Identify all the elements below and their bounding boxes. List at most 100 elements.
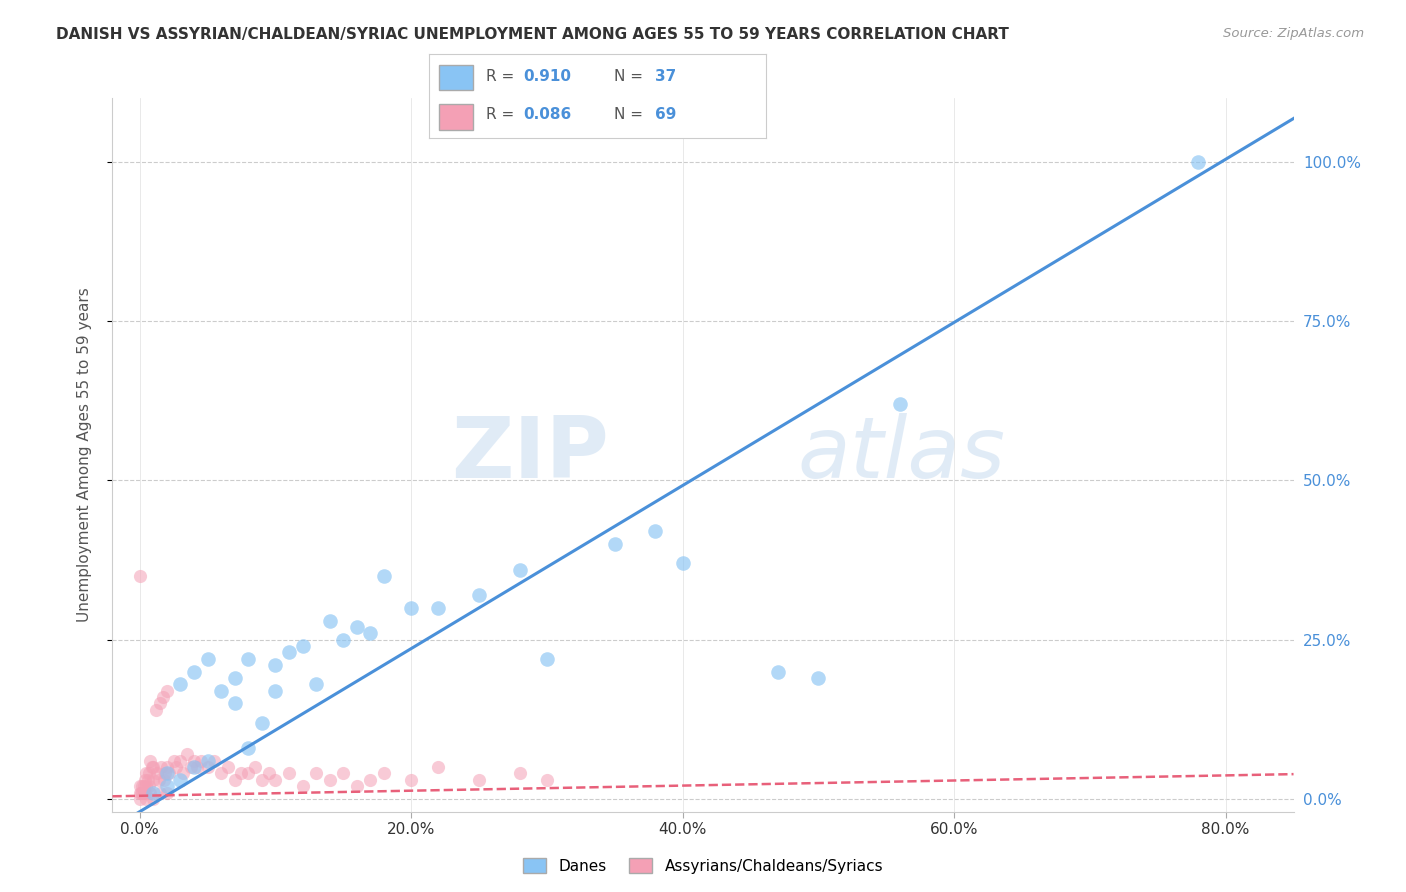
Point (399, 600, 422, 615)
Point (359, 626, 381, 640)
Text: N =: N = (614, 107, 648, 122)
Point (278, 766, 301, 780)
Point (169, 677, 191, 691)
Point (156, 766, 179, 780)
Point (264, 683, 287, 698)
Text: N =: N = (614, 69, 648, 84)
Text: 0.910: 0.910 (523, 69, 571, 84)
Point (183, 760, 205, 774)
Point (142, 772, 165, 787)
Point (135, 766, 157, 780)
Point (1187, 154, 1209, 169)
Text: DANISH VS ASSYRIAN/CHALDEAN/SYRIAC UNEMPLOYMENT AMONG AGES 55 TO 59 YEARS CORREL: DANISH VS ASSYRIAN/CHALDEAN/SYRIAC UNEMP… (56, 27, 1010, 42)
Text: ZIP: ZIP (451, 413, 609, 497)
Point (138, 779, 160, 793)
Point (128, 786, 150, 800)
Point (766, 665, 789, 679)
Point (468, 588, 491, 602)
Text: 37: 37 (655, 69, 676, 84)
Point (134, 786, 156, 800)
Point (536, 652, 558, 666)
Point (159, 766, 181, 780)
Point (889, 397, 911, 411)
Point (209, 683, 232, 698)
Point (427, 760, 450, 774)
Y-axis label: Unemployment Among Ages 55 to 59 years: Unemployment Among Ages 55 to 59 years (77, 287, 91, 623)
Point (305, 677, 328, 691)
Point (152, 690, 174, 704)
Point (156, 779, 179, 793)
Point (132, 786, 155, 800)
Point (807, 671, 830, 685)
Text: atlas: atlas (797, 413, 1005, 497)
Point (373, 569, 395, 583)
Text: 0.086: 0.086 (523, 107, 572, 122)
Point (155, 766, 177, 780)
Point (197, 652, 219, 666)
Point (278, 645, 301, 659)
Point (238, 766, 260, 780)
Point (672, 556, 695, 570)
Point (305, 766, 328, 780)
Point (153, 772, 176, 787)
Legend: Danes, Assyrians/Chaldeans/Syriacs: Danes, Assyrians/Chaldeans/Syriacs (517, 852, 889, 880)
Text: Source: ZipAtlas.com: Source: ZipAtlas.com (1223, 27, 1364, 40)
Point (427, 600, 450, 615)
Point (172, 766, 194, 780)
Point (318, 614, 340, 628)
Point (217, 760, 239, 774)
Point (468, 772, 491, 787)
Point (176, 747, 198, 762)
Point (183, 665, 205, 679)
Point (128, 779, 150, 793)
Point (142, 786, 165, 800)
Point (238, 741, 260, 756)
FancyBboxPatch shape (439, 104, 472, 130)
Point (291, 779, 314, 793)
Point (231, 766, 253, 780)
Point (332, 632, 354, 647)
Point (224, 697, 246, 711)
Point (183, 754, 205, 768)
Point (186, 760, 208, 774)
Point (146, 766, 169, 780)
Point (169, 772, 191, 787)
Point (373, 766, 395, 780)
Point (162, 754, 184, 768)
Point (197, 754, 219, 768)
Point (131, 779, 153, 793)
Point (536, 772, 558, 787)
Point (138, 766, 160, 780)
Text: 69: 69 (655, 107, 676, 122)
Point (603, 537, 626, 551)
Point (202, 754, 225, 768)
Point (190, 754, 212, 768)
Point (291, 639, 314, 653)
Point (139, 754, 162, 768)
Point (129, 786, 152, 800)
Point (257, 766, 280, 780)
Point (209, 766, 232, 780)
Point (509, 563, 531, 577)
Point (169, 754, 191, 768)
Point (359, 772, 381, 787)
Point (131, 786, 153, 800)
Point (264, 658, 287, 673)
Point (165, 760, 187, 774)
Point (332, 766, 354, 780)
Point (134, 772, 156, 787)
Point (224, 671, 246, 685)
Point (399, 772, 422, 787)
Point (132, 779, 155, 793)
Point (135, 779, 157, 793)
Point (142, 792, 165, 806)
Point (264, 772, 287, 787)
Point (156, 786, 179, 800)
Point (250, 715, 273, 730)
Point (149, 786, 172, 800)
Point (148, 772, 170, 787)
Text: R =: R = (486, 69, 519, 84)
Point (224, 772, 246, 787)
Point (149, 697, 172, 711)
Text: R =: R = (486, 107, 519, 122)
